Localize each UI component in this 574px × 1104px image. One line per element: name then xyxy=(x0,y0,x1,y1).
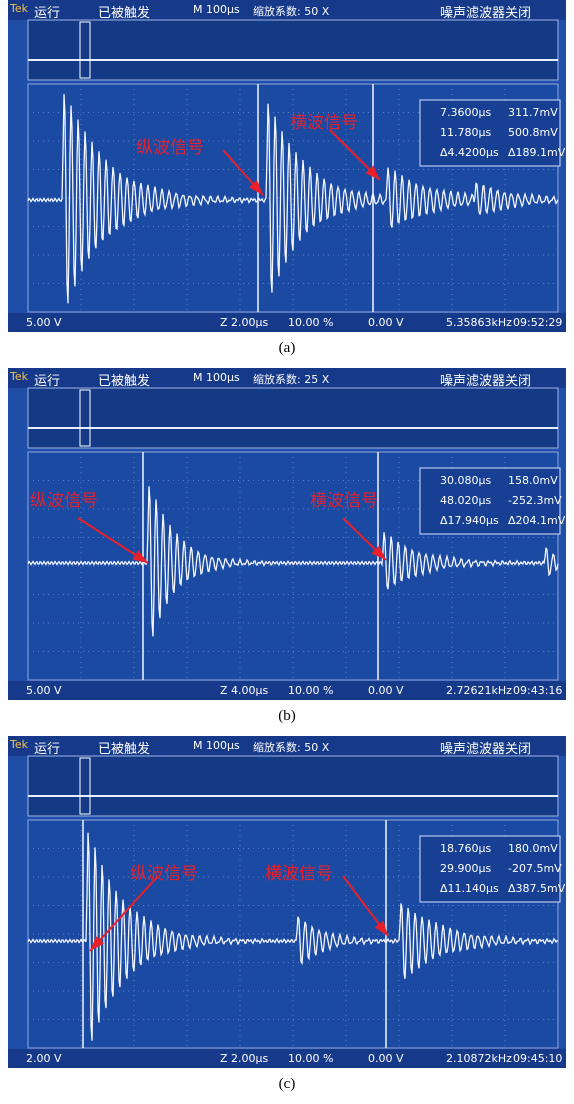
filter-status: 噪声滤波器关闭 xyxy=(440,2,531,21)
caption: (a) xyxy=(0,340,574,357)
overview-strip xyxy=(28,756,558,816)
run-status: 运行 xyxy=(34,370,60,389)
overview-strip xyxy=(28,388,558,448)
cursor-voltage: 500.8mV xyxy=(508,126,558,139)
run-status: 运行 xyxy=(34,738,60,757)
scope-screen: Tek 运行 已被触发 M 100μs 缩放系数: 25 X 噪声滤波器关闭纵波信号 横波信… xyxy=(8,368,566,700)
trigger-level: 0.00 V xyxy=(368,684,404,697)
timebase: M 100μs xyxy=(193,3,240,16)
timebase: M 100μs xyxy=(193,739,240,752)
transverse-label: 横波信号 xyxy=(310,486,378,511)
frequency: 2.10872kHz xyxy=(446,1052,512,1065)
trigger-status: 已被触发 xyxy=(98,2,150,21)
cursor-time: 48.020μs xyxy=(440,494,491,507)
longitudinal-label: 纵波信号 xyxy=(30,486,98,511)
clock: 09:43:16 xyxy=(513,684,562,697)
timebase: M 100μs xyxy=(193,371,240,384)
cursor-voltage: -252.3mV xyxy=(508,494,562,507)
cursor-voltage: Δ387.5mV xyxy=(508,882,565,895)
cursor-time: Δ11.140μs xyxy=(440,882,499,895)
cursor-voltage: 158.0mV xyxy=(508,474,558,487)
channel-scale: 5.00 V xyxy=(26,316,62,329)
cursor-time: 11.780μs xyxy=(440,126,491,139)
zoom-percent: 10.00 % xyxy=(288,1052,333,1065)
scope-screen: Tek 运行 已被触发 M 100μs 缩放系数: 50 X 噪声滤波器关闭纵波信号 横波信… xyxy=(8,0,566,332)
brand: Tek xyxy=(10,2,28,15)
frequency: 5.35863kHz xyxy=(446,316,512,329)
longitudinal-label: 纵波信号 xyxy=(136,133,204,158)
brand: Tek xyxy=(10,738,28,751)
zoom-time: Z 4.00μs xyxy=(220,684,268,697)
cursor-voltage: 311.7mV xyxy=(508,106,558,119)
cursor-voltage: 180.0mV xyxy=(508,842,558,855)
cursor-time: Δ4.4200μs xyxy=(440,146,499,159)
zoom-factor: 缩放系数: 50 X xyxy=(253,3,329,19)
cursor-time: 30.080μs xyxy=(440,474,491,487)
cursor-time: 7.3600μs xyxy=(440,106,491,119)
scope-screen: Tek 运行 已被触发 M 100μs 缩放系数: 50 X 噪声滤波器关闭纵波信号 横波信… xyxy=(8,736,566,1068)
zoom-factor: 缩放系数: 25 X xyxy=(253,371,329,387)
overview-strip xyxy=(28,20,558,80)
trigger-level: 0.00 V xyxy=(368,316,404,329)
cursor-time: 18.760μs xyxy=(440,842,491,855)
scope-graphics xyxy=(8,736,566,1068)
caption: (c) xyxy=(0,1076,574,1093)
zoom-time: Z 2.00μs xyxy=(220,316,268,329)
filter-status: 噪声滤波器关闭 xyxy=(440,370,531,389)
trigger-status: 已被触发 xyxy=(98,738,150,757)
clock: 09:45:10 xyxy=(513,1052,562,1065)
channel-scale: 5.00 V xyxy=(26,684,62,697)
caption: (b) xyxy=(0,708,574,725)
clock: 09:52:29 xyxy=(513,316,562,329)
cursor-voltage: -207.5mV xyxy=(508,862,562,875)
longitudinal-label: 纵波信号 xyxy=(130,859,198,884)
trigger-level: 0.00 V xyxy=(368,1052,404,1065)
channel-scale: 2.00 V xyxy=(26,1052,62,1065)
zoom-percent: 10.00 % xyxy=(288,684,333,697)
figure: Tek运行已被触发M 100μs缩放系数: 50 X噪声滤波器关闭纵波信号横波信… xyxy=(0,0,574,1104)
zoom-percent: 10.00 % xyxy=(288,316,333,329)
cursor-voltage: Δ204.1mV xyxy=(508,514,565,527)
cursor-voltage: Δ189.1mV xyxy=(508,146,565,159)
run-status: 运行 xyxy=(34,2,60,21)
transverse-label: 横波信号 xyxy=(290,108,358,133)
cursor-time: Δ17.940μs xyxy=(440,514,499,527)
transverse-label: 横波信号 xyxy=(265,859,333,884)
filter-status: 噪声滤波器关闭 xyxy=(440,738,531,757)
brand: Tek xyxy=(10,370,28,383)
trigger-status: 已被触发 xyxy=(98,370,150,389)
cursor-time: 29.900μs xyxy=(440,862,491,875)
zoom-time: Z 2.00μs xyxy=(220,1052,268,1065)
scope-graphics xyxy=(8,0,566,332)
frequency: 2.72621kHz xyxy=(446,684,512,697)
zoom-factor: 缩放系数: 50 X xyxy=(253,739,329,755)
scope-graphics xyxy=(8,368,566,700)
